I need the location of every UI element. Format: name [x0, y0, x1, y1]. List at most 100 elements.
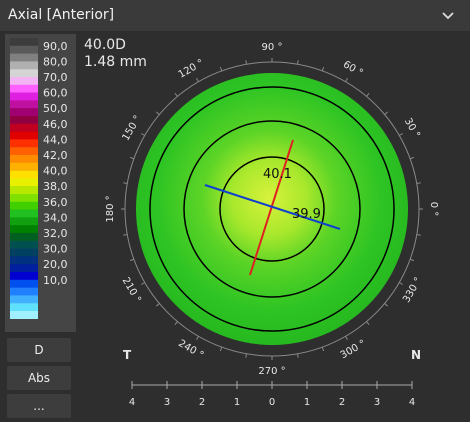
- ring-tick: [219, 66, 223, 72]
- legend-swatch: [10, 38, 38, 46]
- legend-label: 36,0: [43, 196, 68, 209]
- legend-swatch: [10, 295, 38, 304]
- legend-swatch: [10, 248, 38, 257]
- dropdown-chevron[interactable]: [440, 8, 456, 24]
- info-diameter: 1.48 mm: [84, 54, 147, 70]
- ring-tick: [140, 282, 145, 285]
- legend-swatch: [10, 287, 38, 296]
- flat-meridian: [204, 184, 341, 230]
- steep-value: 40.1: [263, 167, 292, 182]
- ring-tick: [245, 353, 247, 358]
- legend-label: 46,0: [43, 118, 68, 131]
- legend-swatch: [10, 92, 38, 101]
- ring-tick: [123, 182, 128, 184]
- scale-label: 3: [374, 397, 380, 408]
- legend-swatch: [10, 209, 38, 218]
- ring-tick: [321, 66, 325, 72]
- legend-swatch: [10, 194, 38, 202]
- legend-swatch: [10, 217, 38, 226]
- legend-swatch: [10, 123, 38, 132]
- legend-swatch: [10, 170, 38, 179]
- header-title[interactable]: Axial [Anterior]: [8, 7, 115, 23]
- legend-label: 20,0: [43, 258, 68, 271]
- ring-tick: [409, 156, 415, 160]
- legend-swatch: [10, 116, 38, 124]
- angle-label: 300 °: [339, 338, 368, 361]
- legend-swatch: [10, 178, 38, 187]
- legend-swatch: [10, 264, 38, 273]
- angle-label: 90 °: [262, 42, 283, 53]
- legend-label: 38,0: [43, 180, 68, 193]
- angle-label: 30 °: [402, 116, 422, 140]
- ring-tick: [399, 282, 404, 285]
- header-bar: Axial [Anterior]: [0, 0, 470, 31]
- legend-swatch: [10, 77, 38, 85]
- ring-tick: [219, 346, 223, 352]
- angle-label: 330 °: [401, 276, 424, 305]
- legend-swatch: [10, 240, 38, 249]
- legend-swatch: [10, 311, 38, 319]
- legend-swatch: [10, 233, 38, 241]
- legend-label: 90,0: [43, 40, 68, 53]
- ring-tick: [129, 156, 135, 160]
- angle-label: 270 °: [258, 366, 285, 377]
- legend-label: 44,0: [43, 133, 68, 146]
- legend-label: 80,0: [43, 55, 68, 68]
- legend-label: 70,0: [43, 71, 68, 84]
- zone-circle: [219, 156, 325, 262]
- angle-label: 210 °: [120, 276, 143, 305]
- legend-label: 40,0: [43, 165, 68, 178]
- button[interactable]: ...: [7, 394, 71, 418]
- info-power: 40.0D: [84, 37, 126, 53]
- ring-tick: [399, 133, 404, 136]
- zone-circle: [183, 120, 361, 298]
- ring-tick: [345, 336, 348, 341]
- angle-label: 150 °: [121, 114, 144, 143]
- angle-label: 180 °: [105, 195, 116, 222]
- legend-swatch: [10, 162, 38, 171]
- legend-swatch: [10, 303, 38, 312]
- ring-tick: [196, 336, 199, 341]
- scale-label: 1: [304, 397, 310, 408]
- scale-label: 1: [234, 397, 240, 408]
- scale-label: 4: [409, 397, 415, 408]
- legend-swatch: [10, 45, 38, 54]
- legend-swatch: [10, 256, 38, 265]
- scale-label: 2: [339, 397, 345, 408]
- legend-swatch: [10, 69, 38, 78]
- ring-tick: [384, 111, 388, 115]
- button[interactable]: D: [7, 338, 71, 362]
- scale-label: 2: [199, 397, 205, 408]
- scale-label: 4: [129, 397, 135, 408]
- ring-tick: [297, 60, 299, 65]
- button[interactable]: Abs: [7, 366, 71, 390]
- ring-tick: [123, 234, 128, 236]
- ring-tick: [196, 77, 199, 82]
- legend-swatch: [10, 84, 38, 93]
- legend-label: 10,0: [43, 274, 68, 287]
- ring-tick: [174, 321, 178, 325]
- ring-tick: [345, 77, 348, 82]
- ring-tick: [129, 258, 135, 262]
- legend-swatch: [10, 147, 38, 156]
- angle-label: 240 °: [176, 338, 205, 361]
- legend-label: 50,0: [43, 102, 68, 115]
- ring-tick: [366, 93, 370, 97]
- ring-tick: [174, 93, 178, 97]
- legend-swatch: [10, 186, 38, 195]
- scale-label: 0: [269, 397, 275, 408]
- ring-tick: [297, 353, 299, 358]
- zone-circle: [149, 86, 395, 332]
- angle-label: 0 °: [428, 202, 439, 217]
- ring-tick: [156, 303, 160, 307]
- legend-swatch: [10, 155, 38, 163]
- angle-label: 120 °: [177, 58, 206, 81]
- legend-label: 30,0: [43, 243, 68, 256]
- legend-swatch: [10, 61, 38, 70]
- legend-swatch: [10, 139, 38, 148]
- legend-swatch: [10, 108, 38, 117]
- legend-swatch: [10, 131, 38, 140]
- angle-label: 60 °: [341, 59, 365, 79]
